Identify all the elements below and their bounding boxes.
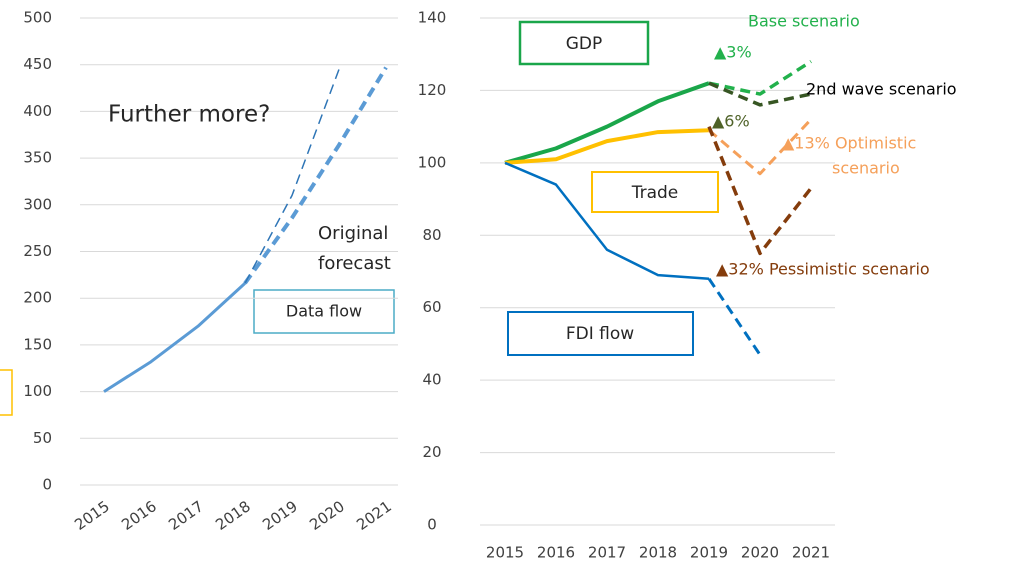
y-tick-label: 450 bbox=[23, 55, 52, 73]
x-tick-label: 2015 bbox=[486, 544, 524, 562]
y-tick-label: 100 bbox=[418, 153, 447, 171]
line bbox=[708, 118, 813, 176]
annotation: Base scenario bbox=[748, 12, 860, 31]
y-tick-label: 50 bbox=[33, 429, 52, 447]
x-tick-label: 2017 bbox=[165, 497, 207, 534]
box-label: Data flow bbox=[286, 302, 362, 321]
y-tick-label: 350 bbox=[23, 149, 52, 167]
y-tick-label: 40 bbox=[422, 371, 441, 389]
x-tick-label: 2019 bbox=[690, 544, 728, 562]
annotation: ▲13% Optimistic bbox=[782, 134, 916, 153]
y-tick-label: 0 bbox=[427, 516, 437, 534]
x-tick-label: 2020 bbox=[306, 497, 348, 534]
y-tick-label: 60 bbox=[422, 298, 441, 316]
annotation: Original bbox=[318, 223, 388, 244]
box-label: FDI flow bbox=[566, 324, 634, 344]
line bbox=[504, 81, 710, 165]
annotation: ▲6% bbox=[712, 112, 750, 131]
box-label: GDP bbox=[566, 34, 603, 54]
line bbox=[103, 282, 247, 393]
y-tick-label: 500 bbox=[23, 9, 52, 27]
x-tick-label: 2021 bbox=[792, 544, 830, 562]
y-tick-label: 250 bbox=[23, 242, 52, 260]
box bbox=[591, 171, 719, 213]
line bbox=[244, 69, 340, 284]
line bbox=[708, 59, 812, 96]
line bbox=[708, 81, 812, 107]
line bbox=[707, 277, 762, 356]
line bbox=[243, 66, 388, 285]
box bbox=[507, 311, 694, 356]
y-tick-label: 100 bbox=[23, 382, 52, 400]
x-tick-label: 2016 bbox=[118, 497, 160, 534]
x-tick-label: 2020 bbox=[741, 544, 779, 562]
x-tick-label: 2018 bbox=[639, 544, 677, 562]
annotation: ▲32% Pessimistic scenario bbox=[716, 260, 930, 279]
annotation: Further more? bbox=[108, 102, 270, 128]
annotation: forecast bbox=[318, 253, 391, 274]
x-tick-label: 2019 bbox=[259, 497, 301, 534]
x-tick-label: 2015 bbox=[71, 497, 113, 534]
y-tick-label: 0 bbox=[42, 476, 52, 494]
line bbox=[707, 125, 813, 256]
y-tick-label: 150 bbox=[23, 335, 52, 353]
box bbox=[518, 20, 650, 66]
y-tick-label: 300 bbox=[23, 195, 52, 213]
box bbox=[0, 369, 13, 416]
y-tick-label: 400 bbox=[23, 102, 52, 120]
line bbox=[504, 161, 710, 280]
y-tick-label: 140 bbox=[418, 9, 447, 27]
annotation: ▲3% bbox=[714, 43, 752, 62]
y-tick-label: 120 bbox=[418, 81, 447, 99]
line bbox=[504, 128, 710, 165]
box-label: Trade bbox=[631, 183, 679, 203]
y-tick-label: 200 bbox=[23, 289, 52, 307]
annotation: scenario bbox=[832, 159, 900, 178]
annotation: 2nd wave scenario bbox=[806, 80, 957, 99]
x-tick-label: 2016 bbox=[537, 544, 575, 562]
y-tick-label: 80 bbox=[422, 226, 441, 244]
x-tick-label: 2021 bbox=[353, 497, 395, 534]
x-tick-label: 2018 bbox=[212, 497, 254, 534]
box bbox=[253, 289, 395, 334]
x-tick-label: 2017 bbox=[588, 544, 626, 562]
y-tick-label: 20 bbox=[422, 443, 441, 461]
